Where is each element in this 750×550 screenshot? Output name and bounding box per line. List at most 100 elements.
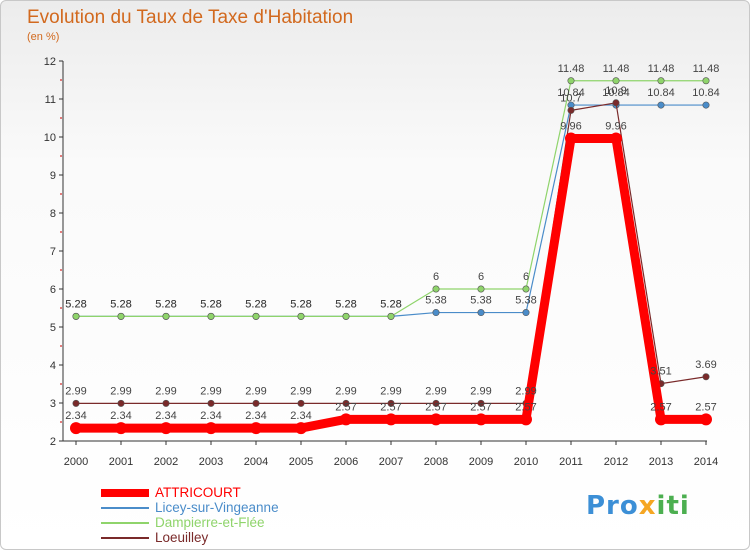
legend-swatch [101, 536, 149, 539]
x-tick-label: 2005 [289, 456, 313, 468]
x-tick-label: 2012 [604, 456, 628, 468]
data-label: 2.57 [470, 401, 491, 413]
data-label: 5.28 [245, 298, 266, 310]
data-label: 11.48 [693, 63, 720, 75]
data-point [657, 101, 665, 109]
x-tick-label: 2004 [244, 456, 268, 468]
y-tick-label: 7 [50, 246, 56, 258]
data-point [207, 312, 215, 320]
y-tick-label: 9 [50, 170, 56, 182]
data-point [385, 413, 397, 426]
data-label: 2.99 [155, 385, 176, 397]
data-point [432, 399, 440, 407]
data-label: 2.57 [335, 401, 356, 413]
data-label: 5.28 [380, 298, 401, 310]
data-point [610, 132, 622, 145]
data-point [520, 413, 532, 426]
data-label: 2.99 [335, 385, 356, 397]
y-tick-label: 6 [50, 284, 56, 296]
legend-swatch [101, 506, 149, 509]
data-label: 2.99 [290, 385, 311, 397]
data-point [340, 413, 352, 426]
data-point [205, 422, 217, 435]
x-tick-label: 2010 [514, 456, 538, 468]
x-tick-label: 2003 [199, 456, 223, 468]
data-label: 9.96 [560, 121, 581, 133]
data-point [70, 422, 82, 435]
data-label: 5.38 [515, 295, 536, 307]
data-label: 5.38 [425, 295, 446, 307]
y-tick-label: 12 [44, 56, 56, 68]
data-label: 5.28 [290, 298, 311, 310]
data-point [432, 309, 440, 317]
data-label: 10.84 [692, 87, 720, 99]
data-label: 5.38 [470, 295, 491, 307]
data-point [72, 399, 80, 407]
data-point [655, 413, 667, 426]
data-point [162, 312, 170, 320]
data-point [477, 399, 485, 407]
data-point [567, 106, 575, 114]
data-label: 5.28 [335, 298, 356, 310]
proxiti-logo: Proxiti [586, 491, 690, 521]
data-label: 2.99 [515, 385, 536, 397]
data-point [522, 285, 530, 293]
legend-item: Licey-sur-Vingeanne [101, 500, 279, 515]
data-label: 2.57 [695, 401, 716, 413]
legend-item: Dampierre-et-Flée [101, 515, 279, 530]
data-label: 2.99 [65, 385, 86, 397]
series-line-Dampierre-et-Flée [75, 80, 707, 317]
data-label: 5.28 [155, 298, 176, 310]
data-label: 5.28 [335, 298, 356, 310]
x-tick-label: 2000 [64, 456, 88, 468]
data-label: 2.99 [245, 385, 266, 397]
data-point [72, 312, 80, 320]
y-tick-label: 4 [50, 360, 56, 372]
data-label: 2.34 [65, 410, 86, 422]
data-label: 5.28 [245, 298, 266, 310]
data-label: 5.28 [110, 298, 131, 310]
data-label: 11.48 [603, 63, 630, 75]
data-point [522, 309, 530, 317]
y-tick-label: 5 [50, 322, 56, 334]
data-label: 11.48 [558, 63, 585, 75]
legend: ATTRICOURT Licey-sur-Vingeanne Dampierre-e… [101, 485, 279, 545]
data-label: 5.28 [200, 298, 221, 310]
data-label: 6 [478, 271, 484, 283]
data-label: 2.34 [200, 410, 221, 422]
data-label: 10.7 [560, 92, 581, 104]
chart-subtitle: (en %) [27, 31, 60, 43]
data-label: 10.9 [605, 85, 626, 97]
data-point [612, 99, 620, 107]
data-point [432, 285, 440, 293]
data-label: 5.28 [290, 298, 311, 310]
legend-label: Licey-sur-Vingeanne [155, 500, 279, 515]
data-point [477, 309, 485, 317]
data-point [702, 101, 710, 109]
data-label: 9.96 [605, 121, 626, 133]
legend-swatch [101, 488, 149, 497]
data-point [567, 77, 575, 85]
data-label: 2.99 [200, 385, 221, 397]
data-point [477, 285, 485, 293]
data-label: 5.28 [65, 298, 86, 310]
x-tick-label: 2014 [694, 456, 718, 468]
data-point [250, 422, 262, 435]
data-point [475, 413, 487, 426]
x-tick-label: 2008 [424, 456, 448, 468]
data-label: 6 [523, 271, 529, 283]
data-point [702, 373, 710, 381]
data-point [117, 399, 125, 407]
data-point [117, 312, 125, 320]
data-label: 5.28 [65, 298, 86, 310]
chart-title: Evolution du Taux de Taxe d'Habitation [27, 7, 354, 28]
x-tick-label: 2006 [334, 456, 358, 468]
legend-swatch [101, 521, 149, 524]
data-point [430, 413, 442, 426]
legend-item: Loeuilley [101, 530, 279, 545]
data-label: 2.99 [380, 385, 401, 397]
data-label: 2.34 [290, 410, 311, 422]
legend-label: Loeuilley [155, 530, 209, 545]
x-tick-label: 2009 [469, 456, 493, 468]
